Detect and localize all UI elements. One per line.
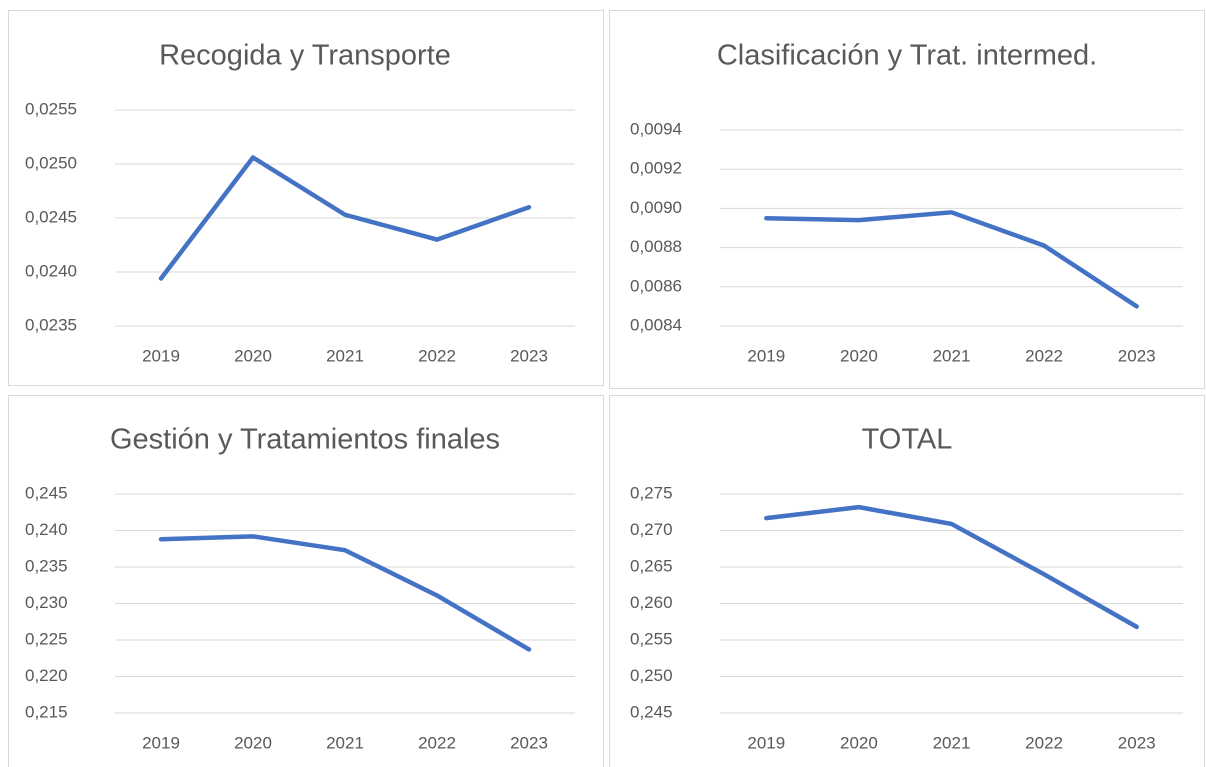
- y-tick-label: 0,275: [630, 483, 673, 502]
- y-tick-label: 0,0086: [630, 276, 682, 295]
- y-tick-label: 0,230: [25, 593, 68, 612]
- x-tick-label: 2019: [747, 346, 785, 365]
- data-line: [764, 504, 1139, 630]
- chart-title: TOTAL: [862, 424, 953, 456]
- x-tick-label: 2021: [933, 346, 971, 365]
- y-tick-label: 0,240: [25, 520, 68, 539]
- y-tick-label: 0,260: [630, 593, 673, 612]
- x-tick-label: 2022: [418, 733, 456, 752]
- y-tick-label: 0,245: [25, 483, 68, 502]
- chart-title: Recogida y Transporte: [159, 40, 451, 72]
- y-tick-label: 0,0094: [630, 119, 682, 138]
- panel: [8, 10, 604, 386]
- y-tick-label: 0,215: [25, 702, 68, 721]
- y-tick-label: 0,0240: [25, 261, 77, 280]
- y-tick-label: 0,0245: [25, 207, 77, 226]
- chart-title: Clasificación y Trat. intermed.: [717, 40, 1097, 72]
- x-tick-label: 2020: [234, 733, 272, 752]
- data-line: [158, 155, 532, 281]
- y-tick-label: 0,0235: [25, 315, 77, 334]
- y-tick-label: 0,0255: [25, 99, 77, 118]
- y-tick-label: 0,0090: [630, 198, 682, 217]
- x-tick-label: 2020: [840, 733, 878, 752]
- x-tick-label: 2022: [1025, 346, 1063, 365]
- x-tick-label: 2020: [234, 346, 272, 365]
- panel: [8, 395, 604, 767]
- x-tick-label: 2019: [747, 733, 785, 752]
- y-tick-label: 0,255: [630, 629, 673, 648]
- y-tick-label: 0,250: [630, 666, 673, 685]
- chart-title: Gestión y Tratamientos finales: [110, 424, 500, 456]
- y-tick-label: 0,220: [25, 666, 68, 685]
- y-tick-label: 0,225: [25, 629, 68, 648]
- x-tick-label: 2019: [142, 733, 180, 752]
- x-tick-label: 2019: [142, 346, 180, 365]
- x-tick-label: 2023: [1118, 346, 1156, 365]
- y-tick-label: 0,0088: [630, 237, 682, 256]
- y-tick-label: 0,270: [630, 520, 673, 539]
- x-tick-label: 2023: [1118, 733, 1156, 752]
- y-tick-label: 0,0092: [630, 159, 682, 178]
- y-tick-label: 0,235: [25, 556, 68, 575]
- x-tick-label: 2022: [418, 346, 456, 365]
- x-tick-label: 2021: [326, 346, 364, 365]
- x-tick-label: 2023: [510, 346, 548, 365]
- y-tick-label: 0,0084: [630, 315, 682, 334]
- x-tick-label: 2023: [510, 733, 548, 752]
- data-line: [764, 210, 1139, 309]
- x-tick-label: 2021: [326, 733, 364, 752]
- x-tick-label: 2021: [933, 733, 971, 752]
- x-tick-label: 2022: [1025, 733, 1063, 752]
- x-tick-label: 2020: [840, 346, 878, 365]
- y-tick-label: 0,245: [630, 702, 673, 721]
- y-tick-label: 0,265: [630, 556, 673, 575]
- data-line: [158, 534, 532, 652]
- panel: [609, 395, 1205, 767]
- y-tick-label: 0,0250: [25, 153, 77, 172]
